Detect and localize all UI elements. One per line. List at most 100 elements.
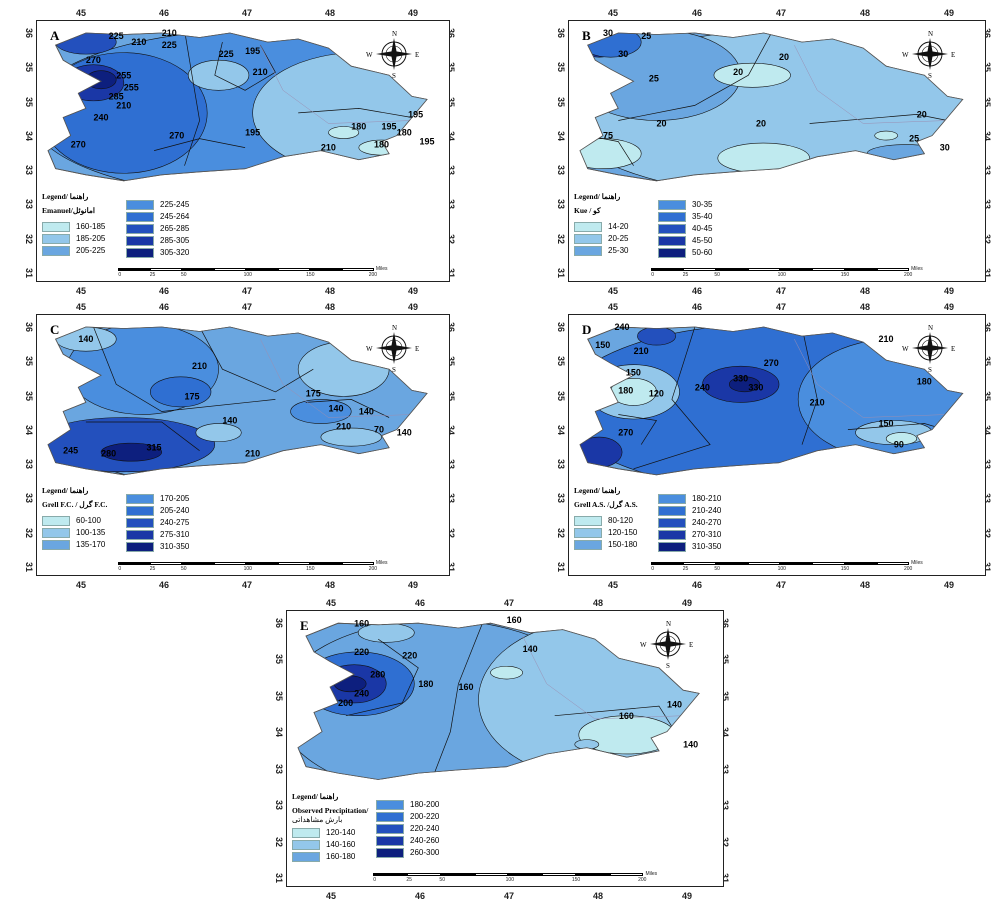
latitude-tick-left: 31 <box>556 561 567 573</box>
longitude-tick-top: 45 <box>326 598 337 608</box>
longitude-tick-top: 49 <box>682 598 693 608</box>
scale-bar-label: 200 <box>368 566 378 572</box>
scale-bar-segment <box>876 268 910 271</box>
compass-w-label: W <box>902 345 909 353</box>
map-panel-a: 45 45 46 46 47 47 48 48 49 49 36 36 35 35 35 35 34 34 33 33… <box>24 8 456 298</box>
contour-label: 210 <box>116 100 131 110</box>
latitude-tick-left: 34 <box>274 727 285 738</box>
contour-line <box>154 138 246 151</box>
longitude-tick-top: 48 <box>593 598 604 608</box>
legend-heading: Legend/ راهنما <box>42 485 89 495</box>
contour-label: 20 <box>657 119 667 129</box>
legend-range-label: 135-170 <box>76 540 106 550</box>
legend-entry: 25-30 <box>574 245 629 256</box>
contour-label: 270 <box>764 358 779 368</box>
legend-range-label: 170-205 <box>160 494 190 504</box>
latitude-tick-left: 34 <box>24 424 35 435</box>
panel-label: B <box>582 28 591 43</box>
latitude-tick-left: 32 <box>24 527 35 538</box>
legend-swatch <box>292 851 320 862</box>
scale-bar-segment <box>508 873 543 876</box>
contour-label: 210 <box>162 28 177 38</box>
contour-label: 225 <box>219 49 234 59</box>
contour-label: 25 <box>909 134 919 144</box>
scale-bar-label: 50 <box>180 566 187 572</box>
legend-swatch <box>126 199 154 210</box>
longitude-tick-bottom: 45 <box>326 891 337 901</box>
longitude-tick-top: 47 <box>242 8 253 18</box>
legend-swatch <box>126 517 154 528</box>
legend-swatch <box>376 811 404 822</box>
scale-bar-segment <box>118 562 151 565</box>
scale-bar <box>651 562 910 566</box>
legend-swatch <box>658 235 686 246</box>
legend-swatch <box>126 529 154 540</box>
latitude-tick-left: 33 <box>556 165 567 176</box>
legend-range-label: 260-300 <box>410 848 440 857</box>
compass-rose-icon: N S W E <box>902 324 955 374</box>
contour-label: 30 <box>603 28 613 38</box>
contour-label: 140 <box>683 740 698 750</box>
scale-bar-segment <box>309 562 342 565</box>
contour-label: 195 <box>408 109 423 119</box>
legend-range-label: 25-30 <box>608 246 629 256</box>
longitude-tick-bottom: 49 <box>408 580 419 590</box>
legend-swatch <box>42 245 70 256</box>
scale-bar-segment <box>182 562 215 565</box>
contour-label: 75 <box>603 131 613 141</box>
longitude-tick-top: 46 <box>415 598 426 608</box>
longitude-tick-bottom: 45 <box>608 580 619 590</box>
latitude-tick-left: 35 <box>556 356 567 367</box>
latitude-tick-left: 33 <box>274 800 285 811</box>
legend-range-label: 285-305 <box>160 236 190 246</box>
compass-n-label: N <box>928 30 933 38</box>
latitude-tick-left: 32 <box>556 527 567 538</box>
legend-swatch <box>126 493 154 504</box>
scale-bar-label: 200 <box>368 272 378 278</box>
contour-label: 140 <box>397 428 412 438</box>
scale-bar-segment <box>474 873 509 876</box>
legend-swatch <box>42 233 70 244</box>
legend-swatch <box>126 223 154 234</box>
legend-swatch <box>658 199 686 210</box>
contour-label: 25 <box>649 73 659 83</box>
legend-range-label: 160-180 <box>326 852 356 861</box>
contour-line <box>434 623 483 774</box>
longitude-tick-bottom: 45 <box>76 580 87 590</box>
contour-label: 180 <box>374 140 389 150</box>
scale-bar-label: 0 <box>651 566 654 572</box>
legend-range-label: 185-205 <box>76 234 106 244</box>
legend-range-label: 150-180 <box>608 540 638 550</box>
legend-entry: 270-310 <box>658 529 721 540</box>
latitude-tick-left: 36 <box>274 617 285 629</box>
scale-bar-segment <box>341 562 374 565</box>
legend-range-label: 180-210 <box>692 494 722 504</box>
longitude-tick-top: 45 <box>608 302 619 312</box>
longitude-tick-top: 45 <box>76 302 87 312</box>
latitude-tick-left: 32 <box>274 836 285 847</box>
contour-label: 240 <box>695 382 710 392</box>
panel-label: D <box>582 322 592 337</box>
scale-bar-unit: Miles <box>911 266 923 272</box>
legend-entry: 20-25 <box>574 233 628 244</box>
legend-swatch <box>376 799 404 810</box>
contour-label: 175 <box>184 391 199 401</box>
legend-range-label: 200-220 <box>410 812 440 821</box>
latitude-tick-left: 33 <box>556 493 567 504</box>
legend-entry: 40-45 <box>658 223 712 234</box>
compass-rose-icon: N S W E <box>902 30 955 80</box>
contour-label: 195 <box>245 46 260 56</box>
legend-range-label: 100-135 <box>76 528 106 538</box>
legend-swatch <box>42 539 70 550</box>
contour-line <box>85 421 200 451</box>
latitude-tick-left: 35 <box>24 62 35 73</box>
legend-entry: 260-300 <box>376 847 440 858</box>
contour-label: 140 <box>78 334 93 344</box>
legend-range-label: 310-350 <box>692 542 722 552</box>
longitude-tick-top: 46 <box>692 302 703 312</box>
legend-swatch <box>658 529 686 540</box>
scale-bar-segment <box>609 873 644 876</box>
contour-label: 195 <box>382 122 397 132</box>
